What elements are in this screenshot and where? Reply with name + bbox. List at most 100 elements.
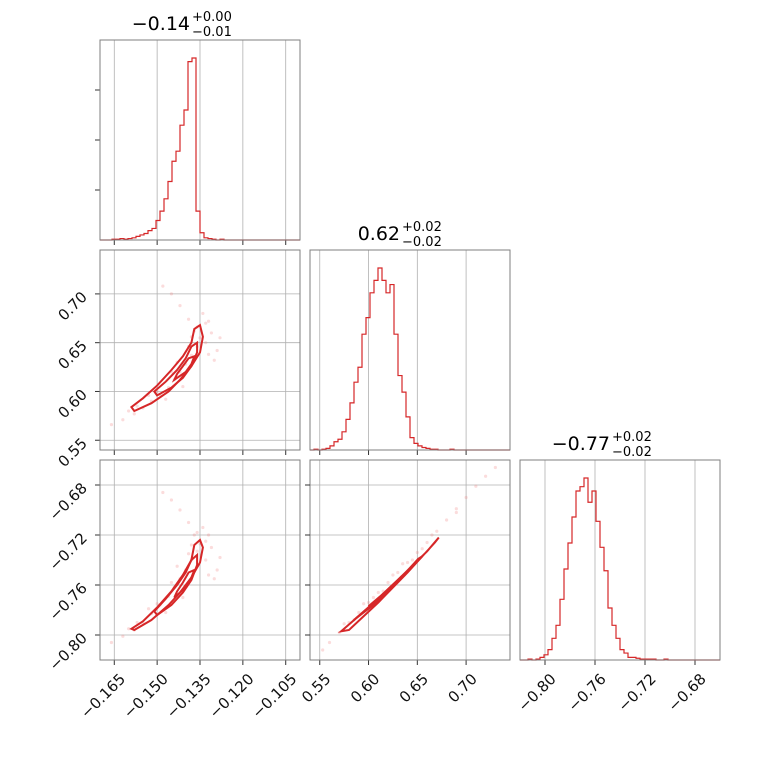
- y-tick-label: −0.76: [46, 579, 91, 624]
- contour-level-0: [129, 538, 204, 632]
- scatter-point: [396, 570, 400, 575]
- scatter-inner-p2_vs_p0: [109, 490, 222, 645]
- scatter-point: [126, 409, 131, 413]
- contour-level-0: [130, 323, 204, 413]
- contour-level-2: [171, 354, 196, 383]
- scatter-point: [430, 533, 434, 537]
- y-tick-label: −0.68: [46, 479, 91, 524]
- title-upper-1: +0.02: [402, 220, 442, 235]
- scatter-point: [342, 622, 346, 626]
- contour-level-1: [152, 340, 199, 397]
- scatter-point: [420, 547, 424, 551]
- inner-ticks: [305, 484, 310, 636]
- scatter-point: [484, 474, 488, 478]
- scatter-point: [201, 525, 205, 530]
- title-value-0: −0.14: [132, 13, 190, 35]
- scatter-panel-p2_vs_p0: [95, 459, 301, 665]
- scatter-frame-p2_vs_p0: [99, 459, 301, 661]
- scatter-panel-p2_vs_p1: [305, 459, 511, 665]
- scatter-inner-p2_vs_p1: [321, 465, 497, 652]
- scatter-point: [126, 627, 131, 631]
- scatter-frame-p2_vs_p1: [309, 459, 511, 661]
- y-tick-label: 0.70: [54, 288, 90, 324]
- scatter-point: [321, 648, 325, 652]
- scatter-point: [371, 595, 376, 600]
- scatter-point: [186, 520, 191, 525]
- scatter-point: [376, 590, 380, 595]
- scatter-point: [391, 573, 395, 577]
- scatter-point: [186, 317, 191, 321]
- scatter-point: [206, 573, 211, 577]
- x-tick-label: −0.150: [120, 670, 172, 722]
- scatter-point: [146, 607, 151, 611]
- hist-panel-2: [519, 459, 721, 665]
- scatter-point: [212, 358, 216, 362]
- scatter-point: [209, 331, 214, 335]
- scatter-point: [169, 498, 174, 502]
- scatter-point: [195, 530, 199, 535]
- x-tick-label: −0.105: [248, 670, 300, 722]
- scatter-point: [109, 640, 114, 645]
- x-tick-label: 0.60: [347, 670, 383, 706]
- hist-panel-0: [95, 39, 301, 245]
- y-tick-label: 0.65: [54, 337, 90, 373]
- title-lower-1: −0.02: [402, 235, 442, 250]
- scatter-point: [121, 418, 125, 422]
- x-tick-label: 0.55: [298, 670, 334, 706]
- scatter-point: [175, 564, 179, 568]
- scatter-point: [161, 490, 165, 495]
- x-tick-label: −0.76: [565, 670, 610, 715]
- scatter-point: [204, 558, 208, 562]
- panels-layer: [95, 39, 721, 665]
- scatter-point: [327, 640, 332, 645]
- scatter-point: [209, 545, 214, 550]
- scatter-point: [206, 319, 211, 323]
- scatter-point: [435, 529, 439, 533]
- x-tick-label: −0.68: [665, 670, 710, 715]
- contour-level-1: [153, 552, 199, 617]
- scatter-point: [204, 321, 208, 325]
- scatter-point: [474, 484, 478, 488]
- hist-panel-1: [309, 249, 511, 455]
- hist-frame-1: [309, 249, 511, 451]
- hist-frame-2: [519, 459, 721, 661]
- scatter-point: [181, 384, 185, 389]
- scatter-point: [189, 543, 194, 547]
- scatter-point: [401, 562, 405, 566]
- y-tick-label: −0.80: [46, 629, 91, 674]
- scatter-point: [415, 550, 419, 555]
- scatter-point: [206, 533, 211, 537]
- title-value-2: −0.77: [552, 433, 610, 455]
- scatter-point: [181, 595, 185, 600]
- scatter-point: [135, 404, 139, 408]
- scatter-point: [192, 533, 196, 537]
- scatter-point: [464, 495, 468, 500]
- histogram-1: [310, 267, 510, 451]
- scatter-point: [410, 558, 415, 562]
- x-tick-label: −0.120: [206, 670, 258, 722]
- scatter-point: [109, 423, 114, 427]
- scatter-point: [169, 580, 174, 585]
- scatter-point: [204, 539, 208, 543]
- scatter-point: [357, 610, 361, 615]
- x-tick-label: −0.165: [77, 670, 129, 722]
- scatter-point: [454, 507, 458, 511]
- y-tick-label: 0.55: [54, 434, 90, 470]
- title-upper-2: +0.02: [612, 430, 652, 445]
- scatter-point: [132, 412, 136, 416]
- x-tick-label: −0.72: [615, 670, 660, 715]
- hist-frame-0: [99, 39, 301, 241]
- scatter-point: [366, 600, 371, 605]
- scatter-point: [215, 348, 219, 353]
- title-lower-2: −0.02: [612, 445, 652, 460]
- scatter-point: [405, 560, 410, 565]
- scatter-point: [212, 577, 216, 581]
- y-tick-label: −0.72: [46, 529, 91, 574]
- title-value-1: 0.62: [358, 223, 400, 245]
- contour-level-2: [173, 568, 197, 599]
- scatter-point: [215, 568, 219, 572]
- scatter-point: [186, 552, 191, 556]
- scatter-point: [169, 292, 174, 296]
- scatter-point: [386, 580, 390, 585]
- scatter-point: [493, 465, 497, 470]
